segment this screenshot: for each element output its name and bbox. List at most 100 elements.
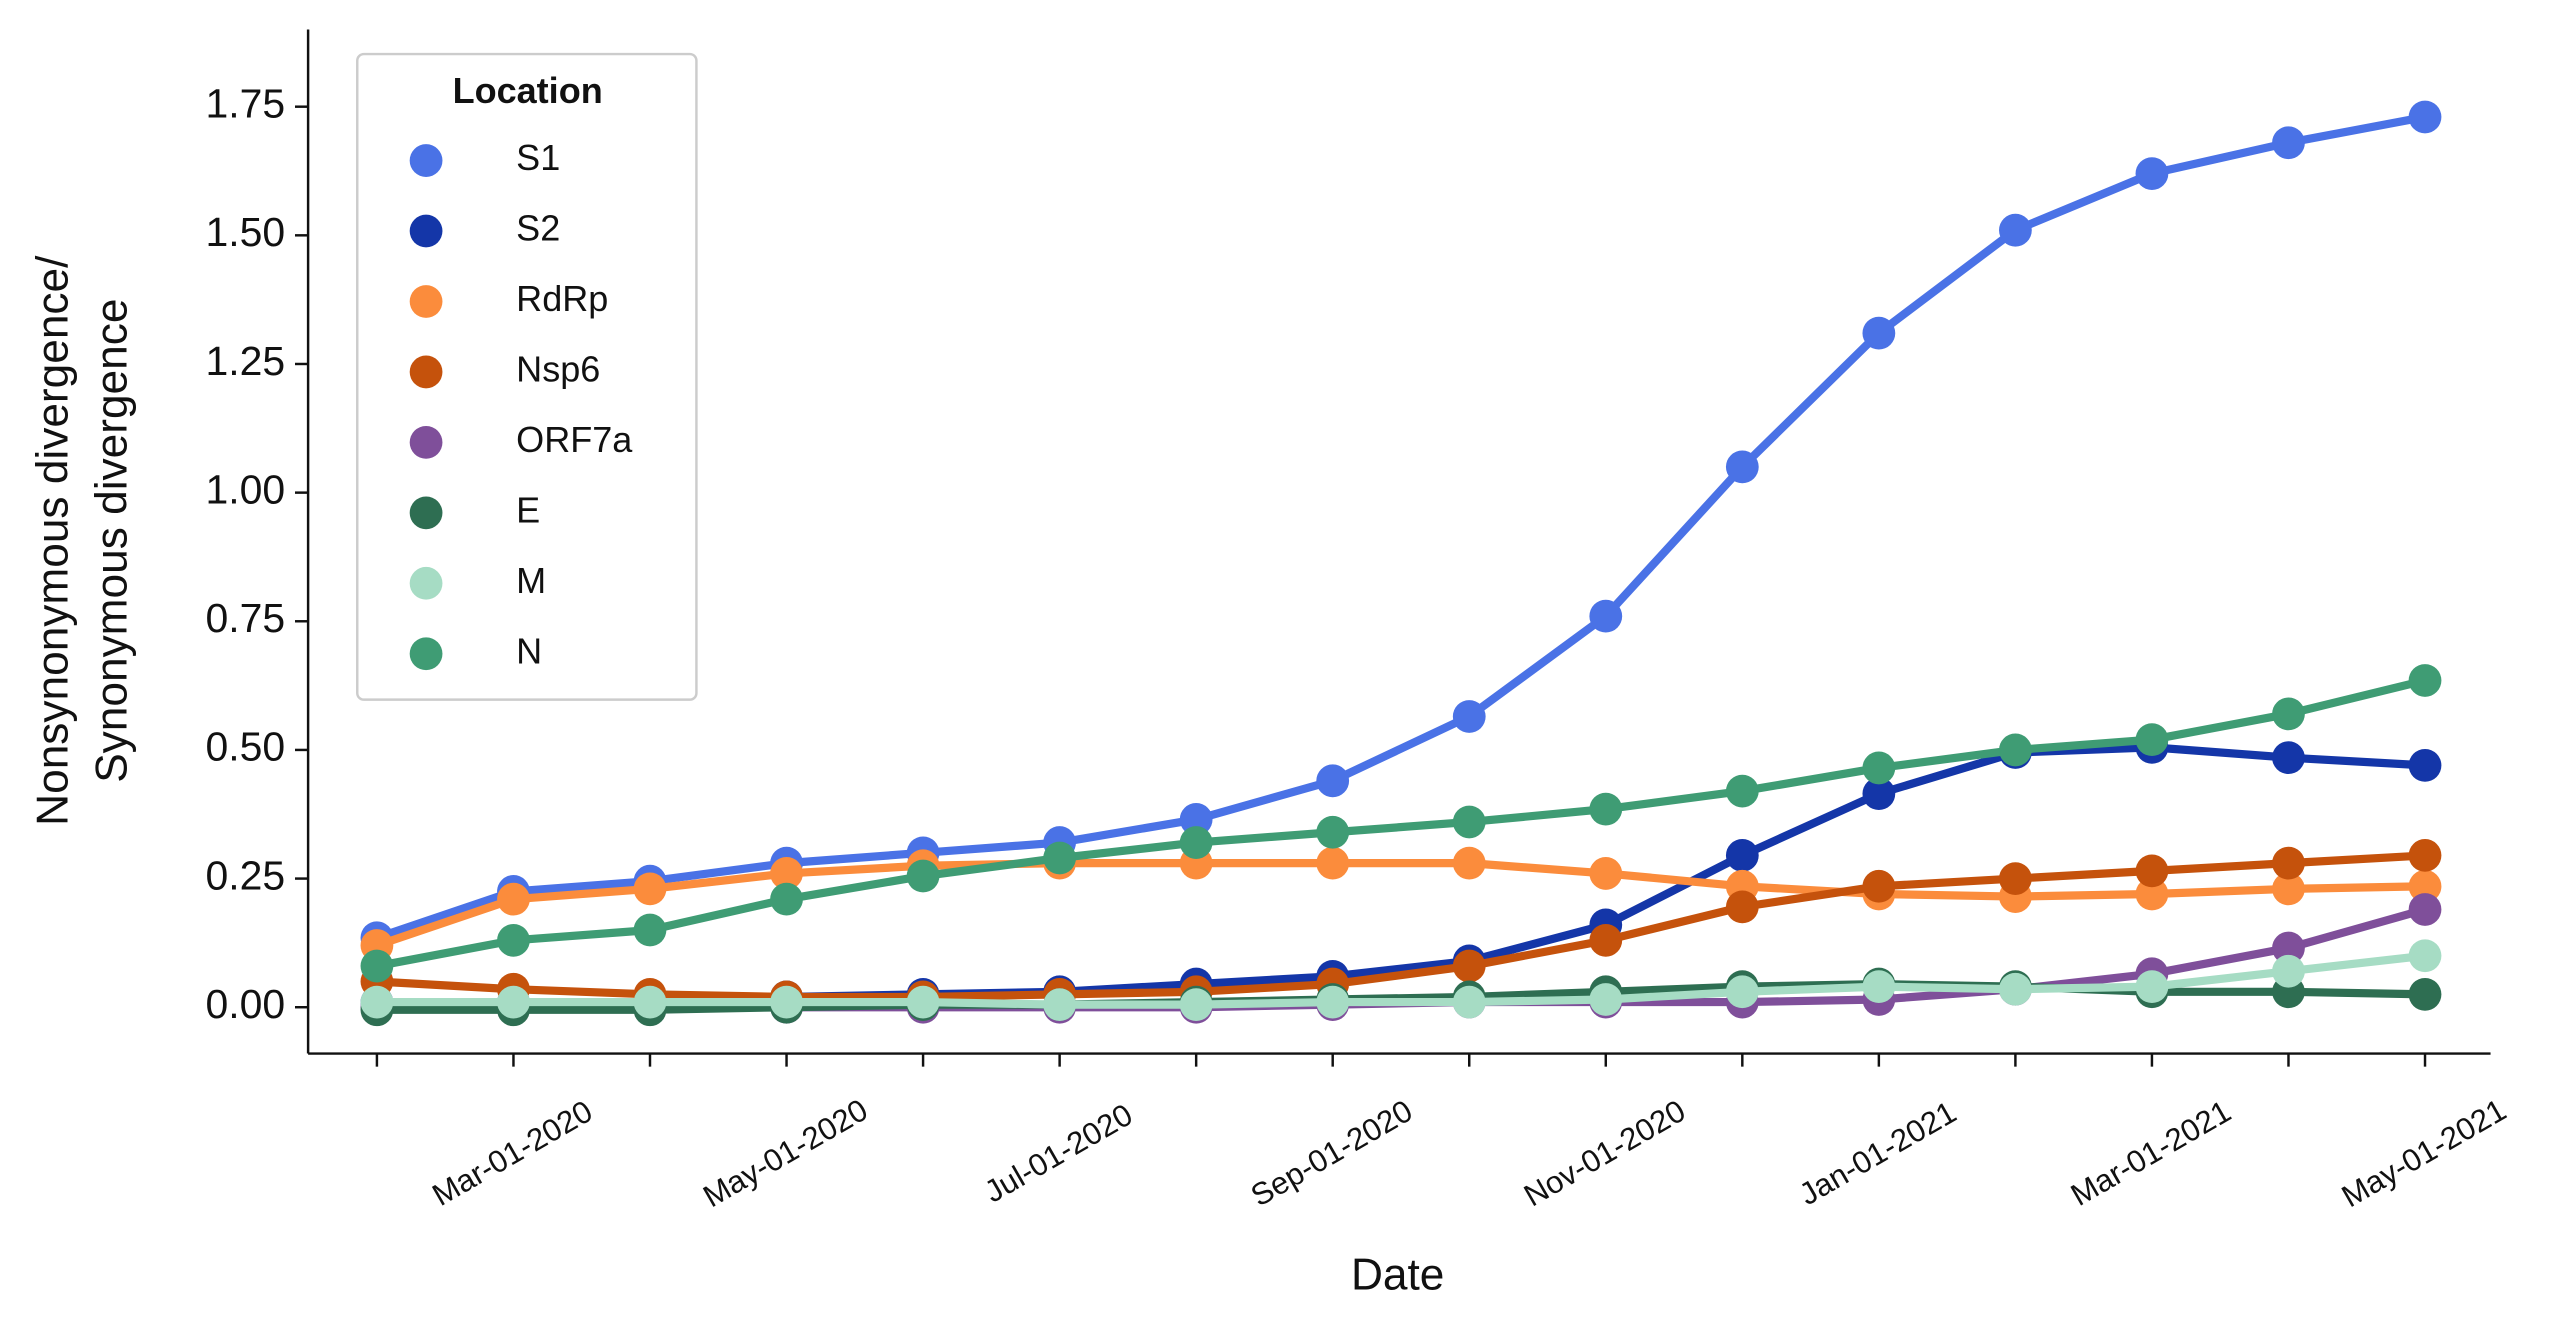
- point: [2272, 931, 2305, 965]
- y-tick-label: 0.25: [205, 852, 285, 898]
- x-axis-label: Date: [1351, 1251, 1444, 1300]
- point: [2135, 723, 2169, 757]
- point: [633, 985, 667, 1019]
- point: [633, 913, 667, 947]
- point: [2408, 939, 2442, 973]
- legend-marker: [409, 496, 443, 530]
- y-tick-label: 1.25: [205, 338, 285, 384]
- point: [2272, 126, 2305, 160]
- point: [1999, 733, 2032, 767]
- point: [1725, 975, 1759, 1009]
- x-tick-label: Jan-01-2021: [1793, 1094, 1962, 1212]
- x-tick-label: Sep-01-2020: [1245, 1093, 1418, 1213]
- legend-label: S2: [516, 208, 560, 249]
- series-line: [376, 951, 2426, 1009]
- point: [2135, 970, 2169, 1004]
- point: [906, 985, 940, 1019]
- point: [1725, 839, 1759, 872]
- point: [1589, 923, 1623, 957]
- legend-label: Nsp6: [516, 348, 600, 389]
- point: [1179, 826, 1213, 859]
- point: [906, 859, 940, 893]
- point: [2408, 893, 2442, 926]
- point: [2408, 869, 2442, 903]
- point: [1589, 857, 1623, 890]
- point: [2408, 100, 2442, 134]
- series-line: [376, 676, 2426, 971]
- y-axis-label-line: Synonymous divergence: [87, 299, 136, 783]
- legend-label: S1: [516, 137, 560, 178]
- point: [2272, 872, 2305, 906]
- point: [1043, 841, 1077, 875]
- point: [360, 985, 394, 1019]
- point: [1862, 316, 1896, 350]
- legend-marker: [409, 285, 443, 318]
- point: [2408, 748, 2442, 782]
- point: [1999, 972, 2032, 1006]
- point: [497, 923, 530, 957]
- point: [2135, 157, 2169, 190]
- point: [1862, 869, 1896, 903]
- point: [1452, 700, 1486, 733]
- x-tick-label: Nov-01-2020: [1518, 1093, 1691, 1213]
- point: [1862, 777, 1896, 811]
- x-tick-label: May-01-2021: [2336, 1092, 2512, 1214]
- point: [2272, 697, 2305, 731]
- y-tick-label: 1.50: [205, 209, 285, 255]
- series-line: [376, 851, 2426, 1002]
- point: [1452, 846, 1486, 880]
- legend-title: Location: [453, 70, 603, 111]
- point: [1862, 751, 1896, 785]
- point: [1999, 862, 2032, 895]
- point: [770, 985, 803, 1019]
- point: [1589, 599, 1623, 633]
- point: [1043, 988, 1077, 1022]
- point: [2408, 839, 2442, 872]
- y-axis-label: Nonsynonymous divergence/ Synonymous div…: [28, 255, 136, 826]
- y-axis-label-line: Nonsynonymous divergence/: [28, 255, 77, 826]
- point: [1725, 450, 1759, 484]
- point: [1725, 774, 1759, 808]
- x-tick-label: Jul-01-2020: [979, 1097, 1139, 1210]
- x-tick-label: Mar-01-2020: [426, 1093, 598, 1212]
- x-tick-label: May-01-2020: [697, 1092, 873, 1214]
- point: [1179, 803, 1213, 836]
- legend-marker: [409, 355, 443, 389]
- y-tick-label: 1.00: [205, 466, 285, 512]
- legend-label: N: [516, 630, 542, 671]
- y-tick-label: 0.00: [205, 981, 285, 1027]
- legend-box: [356, 52, 698, 701]
- point: [497, 985, 530, 1019]
- point: [1589, 792, 1623, 826]
- legend-marker: [409, 214, 443, 248]
- legend-label: ORF7a: [516, 419, 633, 460]
- point: [1316, 764, 1350, 798]
- point: [497, 882, 530, 916]
- point: [1589, 983, 1623, 1016]
- legend-label: RdRp: [516, 278, 608, 319]
- point: [1316, 846, 1350, 880]
- legend-marker: [409, 566, 443, 600]
- legend: Location S1 S2 RdRp Nsp6 ORF7a EMN: [356, 52, 698, 701]
- point: [1999, 213, 2032, 247]
- series-line: [375, 112, 2426, 942]
- series-line: [375, 859, 2426, 950]
- point: [1725, 890, 1759, 924]
- legend-marker: [409, 426, 443, 459]
- point: [2272, 741, 2305, 775]
- legend-label: M: [516, 560, 546, 601]
- x-tick-label: Mar-01-2021: [2065, 1093, 2237, 1212]
- point: [2135, 877, 2169, 911]
- point: [770, 882, 803, 916]
- point: [2408, 664, 2442, 697]
- point: [1452, 949, 1486, 983]
- point: [2272, 846, 2305, 880]
- point: [633, 872, 667, 906]
- point: [2272, 954, 2305, 988]
- point: [1316, 985, 1350, 1019]
- legend-label: E: [516, 489, 540, 530]
- point: [360, 949, 394, 983]
- y-tick-label: 1.75: [205, 80, 285, 126]
- point: [1316, 815, 1350, 849]
